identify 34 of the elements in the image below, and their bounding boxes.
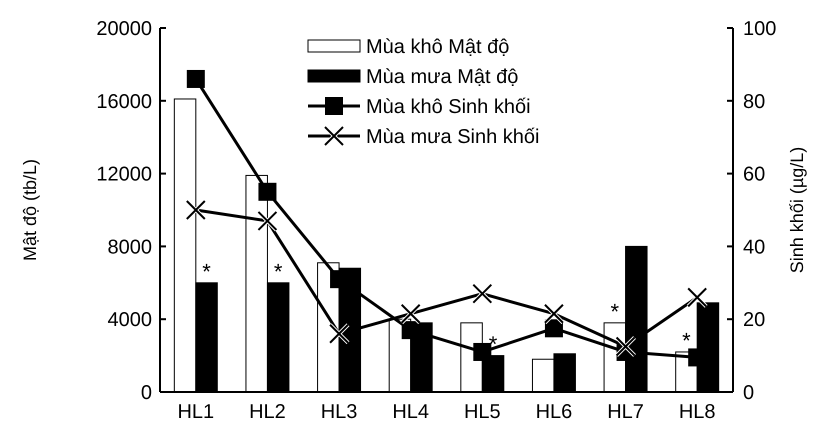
x-tick-label: HL5 bbox=[464, 401, 501, 423]
annotation: * bbox=[488, 332, 498, 357]
y-tick-label: 20000 bbox=[96, 18, 152, 40]
y-tick-label: 8000 bbox=[108, 236, 152, 258]
y2-tick-label: 100 bbox=[743, 18, 776, 40]
legend-label: Mùa mưa Mật độ bbox=[366, 66, 518, 88]
x-tick-label: HL6 bbox=[536, 401, 572, 423]
y-tick-label: 0 bbox=[140, 382, 152, 404]
y-axis-title: Mật độ (tb/L) bbox=[20, 158, 40, 262]
y2-tick-label: 40 bbox=[743, 236, 766, 258]
annotation: * bbox=[202, 258, 212, 284]
y-tick-label: 16000 bbox=[96, 90, 152, 113]
legend-label: Mùa mưa Sinh khối bbox=[366, 126, 540, 148]
y-tick-label: 4000 bbox=[108, 309, 152, 332]
point bbox=[186, 70, 205, 88]
x-tick-label: HL2 bbox=[249, 401, 286, 423]
annotation: * bbox=[610, 298, 620, 324]
x-tick-label: HL1 bbox=[177, 401, 214, 423]
x-tick-label: HL8 bbox=[678, 401, 716, 423]
x-tick-label: HL7 bbox=[607, 401, 644, 423]
y-tick-label: 12000 bbox=[96, 164, 152, 186]
legend-label: Mùa khô Sinh khối bbox=[366, 96, 531, 118]
y2-tick-label: 80 bbox=[743, 90, 766, 113]
y2-axis-title: Sinh khối (µg/L) bbox=[787, 146, 807, 274]
x-tick-label: HL4 bbox=[392, 401, 430, 423]
point bbox=[473, 342, 492, 361]
y2-tick-label: 20 bbox=[743, 309, 766, 332]
y2-tick-label: 60 bbox=[743, 164, 766, 186]
legend-label: Mùa khô Mật độ bbox=[366, 36, 510, 58]
annotation: * bbox=[682, 328, 692, 353]
y2-tick-label: 0 bbox=[743, 382, 754, 404]
x-tick-label: HL3 bbox=[320, 401, 358, 423]
point bbox=[258, 182, 276, 201]
annotation: * bbox=[274, 258, 283, 284]
